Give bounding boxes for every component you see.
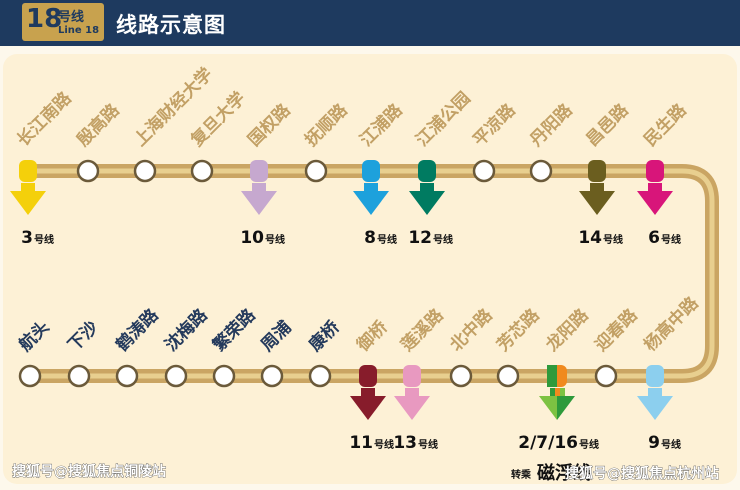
bottom-station-9-dot (449, 364, 473, 388)
bottom-station-7-transfer-suffix: 号线 (374, 438, 394, 451)
top-station-8-dot (472, 159, 496, 183)
watermark-layer: 搜狐号@搜狐焦点铜陵站 转乘 磁浮线 搜狐号@搜狐焦点杭州站 (12, 462, 720, 484)
station-layer (10, 159, 673, 420)
top-station-7-transfer-number: 12 (408, 228, 432, 248)
bottom-station-2-dot (115, 364, 139, 388)
top-station-0-transfer-number: 3 (21, 228, 33, 248)
top-station-10-transfer-number: 14 (578, 228, 602, 248)
bottom-station-8-transfer-suffix: 号线 (418, 438, 438, 451)
route-map: 3 号线 长江南路 殷高路 上海财经大学 复旦大学 10 号线 国权路 抚顺路 8 号线 江浦路 12 号线… (0, 46, 740, 490)
line-label-en: Line 18 (58, 25, 100, 36)
bottom-station-13-transfer-arrow (637, 365, 673, 420)
watermark-right: 搜狐号@搜狐焦点杭州站 (565, 465, 719, 482)
top-station-0-transfer-arrow (10, 160, 46, 215)
top-station-2-dot (133, 159, 157, 183)
bottom-station-11-transfer-suffix: 号线 (579, 438, 599, 451)
top-station-11-transfer-number: 6 (648, 228, 660, 248)
top-station-5-dot (304, 159, 328, 183)
bottom-station-1-dot (67, 364, 91, 388)
watermark-left: 搜狐号@搜狐焦点铜陵站 (12, 463, 166, 480)
top-station-4-transfer-suffix: 号线 (265, 233, 285, 246)
line-18-badge: 18 号线 Line 18 (22, 3, 104, 41)
top-station-10-transfer-suffix: 号线 (603, 233, 623, 246)
bottom-station-5-dot (260, 364, 284, 388)
maglev-line: 磁浮线 (537, 462, 591, 484)
top-station-11-transfer-arrow (637, 160, 673, 215)
top-station-0-transfer-suffix: 号线 (34, 233, 54, 246)
top-station-6-transfer-suffix: 号线 (377, 233, 397, 246)
top-station-3-dot (190, 159, 214, 183)
maglev-prefix: 转乘 (511, 468, 532, 481)
bottom-station-13-transfer-number: 9 (648, 433, 660, 453)
top-station-7-transfer-arrow (409, 160, 445, 215)
bottom-station-4-dot (212, 364, 236, 388)
bottom-station-11-transfer-number: 2/7/16 (518, 433, 578, 453)
bottom-station-8-transfer-number: 13 (393, 433, 417, 453)
bottom-station-7-transfer-arrow (350, 365, 386, 420)
bottom-station-0-dot (18, 364, 42, 388)
bottom-station-8-transfer-arrow (394, 365, 430, 420)
bottom-station-6-dot (308, 364, 332, 388)
bottom-station-3-dot (164, 364, 188, 388)
top-station-4-transfer-number: 10 (240, 228, 264, 248)
header-bar: 18 号线 Line 18 线路示意图 (0, 0, 740, 46)
bottom-station-13-transfer-suffix: 号线 (661, 438, 681, 451)
line-label-zh: 号线 (58, 10, 85, 25)
top-station-9-dot (529, 159, 553, 183)
top-station-10-transfer-arrow (579, 160, 615, 215)
top-station-7-transfer-suffix: 号线 (433, 233, 453, 246)
bottom-station-12-dot (594, 364, 618, 388)
bottom-station-11-interchange-arrow (539, 365, 575, 420)
top-station-11-transfer-suffix: 号线 (661, 233, 681, 246)
line-number: 18 (26, 4, 63, 34)
page-title: 线路示意图 (116, 13, 226, 37)
top-station-4-transfer-arrow (241, 160, 277, 215)
track-inner (25, 168, 715, 379)
bottom-station-10-dot (496, 364, 520, 388)
top-station-6-transfer-number: 8 (364, 228, 376, 248)
top-station-6-transfer-arrow (353, 160, 389, 215)
track-layer (21, 164, 719, 383)
bottom-station-7-transfer-number: 11 (349, 433, 373, 453)
top-station-1-dot (76, 159, 100, 183)
